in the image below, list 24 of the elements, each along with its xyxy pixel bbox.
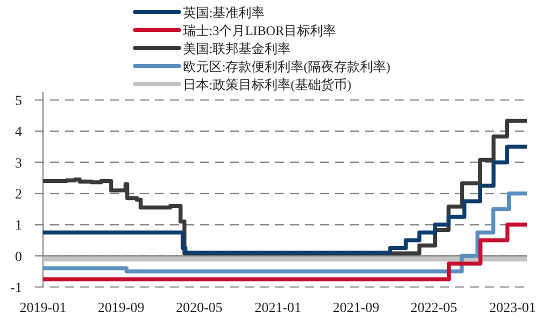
legend-item: 欧元区:存款便利利率(隔夜存款利率) (133, 59, 390, 74)
legend-item: 美国:联邦基金利率 (133, 41, 291, 56)
legend-label: 美国:联邦基金利率 (183, 41, 291, 56)
y-tick-label: 1 (15, 218, 22, 234)
y-tick-label: 5 (15, 94, 22, 109)
x-tick-label: 2021-09 (332, 301, 380, 316)
x-tick-label: 2021-01 (254, 301, 302, 316)
x-tick-label: 2020-05 (176, 301, 223, 316)
x-tick-label: 2019-09 (98, 301, 144, 316)
y-tick-label: 2 (15, 188, 22, 202)
x-tick-label: 2023-01 (489, 301, 536, 316)
legend-label: 日本:政策目标利率(基础货币) (183, 77, 352, 92)
legend-item: 英国:基准利率 (133, 5, 265, 20)
y-tick-label: 3 (15, 156, 22, 172)
legend-label: 欧元区:存款便利利率(隔夜存款利率) (183, 59, 390, 74)
legend-item: 日本:政策目标利率(基础货币) (133, 77, 352, 92)
x-tick-label: 2019-01 (20, 301, 66, 316)
x-tick-label: 2022-05 (410, 301, 458, 316)
legend-label: 英国:基准利率 (183, 5, 265, 20)
legend-item: 瑞士:3个月LIBOR目标利率 (133, 23, 336, 38)
legend-label: 瑞士:3个月LIBOR目标利率 (183, 23, 336, 38)
y-tick-label: 4 (15, 125, 22, 140)
y-tick-label: 0 (15, 250, 22, 265)
y-tick-label: -1 (10, 281, 22, 296)
